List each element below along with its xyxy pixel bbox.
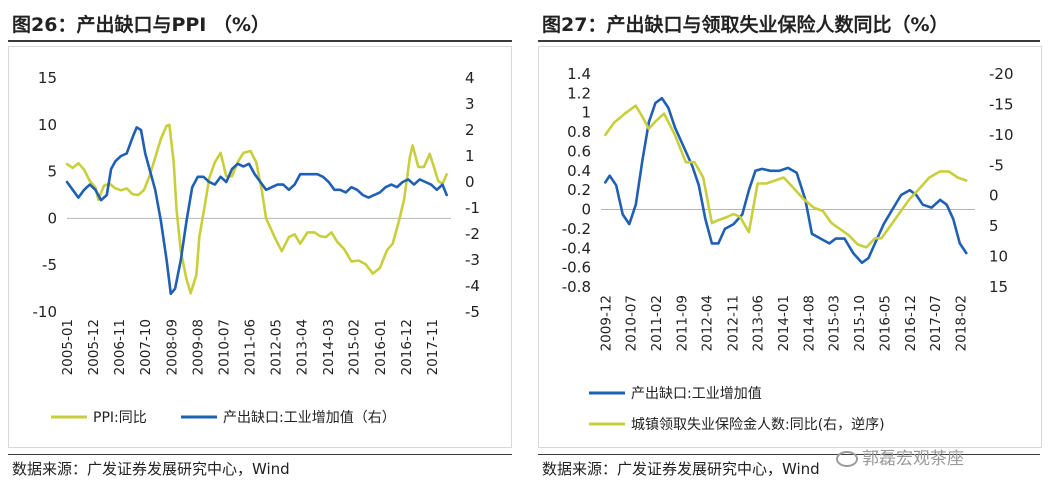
y-left-tick-label: 0.6 (567, 142, 591, 160)
x-tick-label: 2015-03 (827, 295, 843, 351)
y-left-tick-label: -5 (42, 256, 57, 274)
series-line-2 (604, 104, 968, 249)
y-right-tick-label: -5 (989, 156, 1004, 174)
x-tick-label: 2016-12 (903, 295, 919, 351)
y-right-tick-label: 15 (989, 278, 1008, 296)
legend-label: 城镇领取失业保险金人数:同比(右，逆序) (631, 417, 885, 433)
y-left-tick-label: -0.6 (562, 259, 591, 277)
y-right-tick-label: 1 (465, 147, 475, 165)
y-right-tick-label: 4 (465, 69, 475, 87)
x-tick-label: 2007-10 (138, 319, 154, 375)
x-tick-label: 2016-12 (399, 319, 415, 375)
x-tick-label: 2015-10 (852, 295, 868, 351)
y-left-tick-label: -0.8 (562, 278, 591, 296)
x-tick-label: 2015-02 (347, 319, 363, 375)
y-right-tick-label: -5 (465, 303, 480, 321)
chart-26-frame: 15 10 5 0 -5 -10 4 3 2 1 0 -1 -2 -3 -4 -5 2005-01 2005-12… (8, 46, 512, 448)
x-tick-label: 2011-09 (674, 295, 690, 351)
x-tick-label: 2010-07 (216, 319, 232, 375)
legend-label: 产出缺口:工业增加值 (631, 386, 762, 402)
y-left-tick-label: -0.2 (562, 220, 591, 238)
y-left-tick-label: 1 (581, 104, 591, 122)
y-right-tick-label: 3 (465, 95, 475, 113)
y-right-tick-label: 2 (465, 121, 475, 139)
x-tick-label: 2016-01 (373, 319, 389, 375)
y-left-tick-label: -0.4 (562, 239, 591, 257)
legend-label: 产出缺口:工业增加值（右） (223, 410, 396, 426)
watermark: 郭磊宏观茶座 (836, 444, 964, 469)
figure-26-source: 数据来源：广发证券发展研究中心，Wind (12, 460, 290, 478)
figure-26-title: 图26：产出缺口与PPI （%） (12, 14, 271, 36)
title-rule (8, 40, 512, 42)
y-left-tick-label: 15 (38, 69, 57, 87)
y-left-tick-label: 10 (38, 116, 57, 134)
series-line-2 (65, 126, 449, 296)
figure-27-panel: 图27：产出缺口与领取失业保险人数同比（%） 1.4 1.2 1 0.8 0.6 0.4 0… (530, 0, 1048, 494)
y-left-tick-label: 0.4 (567, 162, 591, 180)
title-rule (538, 40, 1040, 42)
x-tick-label: 2013-04 (295, 319, 311, 375)
chart-27: 1.41.210.80.60.40.20-0.2-0.4-0.6-0.8-20-… (562, 65, 1014, 433)
figure-27-source: 数据来源：广发证券发展研究中心，Wind (542, 460, 820, 478)
x-tick-label: 2011-06 (243, 319, 259, 375)
x-tick-label: 2005-12 (86, 319, 102, 375)
x-tick-label: 2017-07 (928, 295, 944, 351)
x-tick-label: 2006-11 (112, 319, 128, 375)
y-left-tick-label: 1.2 (567, 84, 591, 102)
x-tick-label: 2016-05 (878, 295, 894, 351)
wechat-icon (836, 451, 858, 467)
y-left-tick-label: 0.2 (567, 181, 591, 199)
legend-label: PPI:同比 (93, 410, 147, 426)
y-right-tick-label: -4 (465, 277, 480, 295)
y-left-tick-label: -10 (33, 303, 58, 321)
y-right-tick-label: -3 (465, 251, 480, 269)
chart-27-frame: 1.4 1.2 1 0.8 0.6 0.4 0.2 0 -0.2 -0.4 -0.6 -0.8 -20-… (538, 46, 1042, 448)
figure-27-title: 图27：产出缺口与领取失业保险人数同比（%） (542, 14, 949, 36)
y-right-tick-label: -1 (465, 199, 480, 217)
y-left-tick-label: 0.8 (567, 123, 591, 141)
y-right-tick-label: 0 (465, 173, 475, 191)
x-tick-label: 2018-02 (954, 295, 970, 351)
series-line-1 (604, 96, 968, 265)
watermark-text: 郭磊宏观茶座 (862, 449, 964, 469)
x-tick-label: 2012-05 (268, 319, 284, 375)
x-tick-label: 2017-11 (425, 319, 441, 375)
footer-rule (8, 454, 512, 455)
x-tick-label: 2008-09 (164, 319, 180, 375)
y-right-tick-label: 0 (989, 187, 999, 205)
x-tick-label: 2011-02 (649, 295, 665, 351)
figure-26-panel: 图26：产出缺口与PPI （%） 15 10 5 0 -5 -10 4 3 2 1 0 -1 -2 -3-… (0, 0, 520, 494)
y-right-tick-label: -20 (989, 65, 1014, 83)
x-tick-label: 2010-07 (624, 295, 640, 351)
y-left-tick-label: 1.4 (567, 65, 591, 83)
y-right-tick-label: -15 (989, 95, 1014, 113)
footer-rule (538, 454, 1040, 455)
x-tick-label: 2009-08 (190, 319, 206, 375)
x-tick-label: 2012-04 (700, 295, 716, 351)
x-tick-label: 2014-03 (321, 319, 337, 375)
y-right-tick-label: -10 (989, 126, 1014, 144)
y-left-tick-label: 0 (581, 201, 591, 219)
x-tick-label: 2014-08 (801, 295, 817, 351)
x-tick-label: 2013-06 (751, 295, 767, 351)
x-tick-label: 2014-01 (776, 295, 792, 351)
series-line-1 (65, 123, 449, 295)
x-tick-label: 2012-11 (725, 295, 741, 351)
y-left-tick-label: 5 (47, 163, 57, 181)
y-right-tick-label: -2 (465, 225, 480, 243)
y-right-tick-label: 5 (989, 217, 999, 235)
x-tick-label: 2009-12 (598, 295, 614, 351)
y-left-tick-label: 0 (47, 209, 57, 227)
y-right-tick-label: 10 (989, 248, 1008, 266)
x-tick-label: 2005-01 (60, 319, 76, 375)
